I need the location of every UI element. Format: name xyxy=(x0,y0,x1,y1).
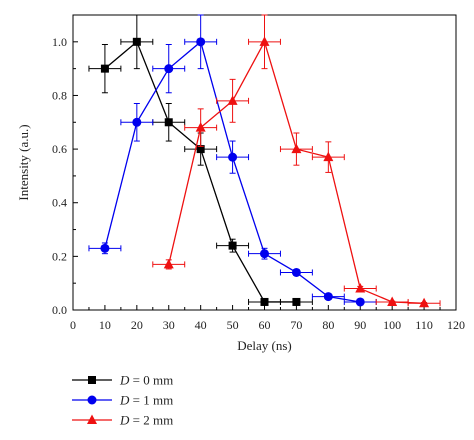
data-point xyxy=(291,267,301,277)
legend-value: = 1 mm xyxy=(129,393,173,408)
x-tick-label: 70 xyxy=(290,318,302,332)
data-point xyxy=(132,117,142,127)
data-point xyxy=(292,297,301,306)
x-tick-label: 110 xyxy=(415,318,433,332)
x-tick-label: 20 xyxy=(131,318,143,332)
legend-marker xyxy=(87,414,97,424)
y-tick-label: 0.4 xyxy=(52,196,67,210)
data-point xyxy=(355,283,366,293)
legend-item: D = 1 mm xyxy=(72,393,173,408)
series-square xyxy=(88,14,313,306)
x-tick-label: 50 xyxy=(227,318,239,332)
data-point xyxy=(163,258,174,269)
y-tick-label: 0.2 xyxy=(52,249,67,263)
data-point xyxy=(355,297,365,307)
y-tick-label: 0.8 xyxy=(52,88,67,102)
x-tick-label: 60 xyxy=(259,318,271,332)
legend-marker xyxy=(87,395,97,405)
series-line xyxy=(104,40,297,303)
legend-value: = 0 mm xyxy=(129,373,173,388)
y-tick-label: 0.0 xyxy=(52,303,67,317)
data-point xyxy=(227,95,238,105)
x-tick-label: 40 xyxy=(195,318,207,332)
series-triangle xyxy=(152,14,441,308)
data-point xyxy=(260,249,269,259)
y-axis-title: Intensity (a.u.) xyxy=(16,124,31,200)
data-point xyxy=(195,122,206,132)
x-tick-label: 90 xyxy=(354,318,366,332)
x-tick-label: 30 xyxy=(163,318,175,332)
x-tick-label: 10 xyxy=(99,318,111,332)
series-circle xyxy=(88,14,377,307)
legend-marker xyxy=(88,376,96,384)
data-point xyxy=(323,151,334,162)
data-point xyxy=(259,36,270,46)
data-point xyxy=(228,241,237,250)
y-tick-label: 1.0 xyxy=(52,35,67,49)
data-point xyxy=(260,297,269,306)
x-tick-label: 100 xyxy=(383,318,401,332)
data-point xyxy=(228,152,238,162)
y-axis: 0.0 0.2 0.4 0.6 0.8 1.0 xyxy=(52,35,78,317)
x-axis-title: Delay (ns) xyxy=(237,338,292,353)
legend-item: D = 2 mm xyxy=(72,413,173,428)
y-tick-label: 0.6 xyxy=(52,142,67,156)
x-tick-label: 120 xyxy=(447,318,465,332)
x-axis: 0 10 20 30 40 50 60 70 80 90 100 110 120 xyxy=(70,305,465,332)
series-layer xyxy=(88,14,441,308)
legend-variable: D xyxy=(119,413,130,428)
legend-value: = 2 mm xyxy=(129,413,173,428)
legend-variable: D xyxy=(119,373,130,388)
data-point xyxy=(291,143,302,154)
legend-label: D = 1 mm xyxy=(119,393,173,408)
legend-variable: D xyxy=(119,393,130,408)
legend-item: D = 0 mm xyxy=(72,373,173,388)
data-point xyxy=(387,296,398,306)
legend: D = 0 mmD = 1 mmD = 2 mm xyxy=(72,373,173,428)
x-tick-label: 80 xyxy=(322,318,334,332)
data-point xyxy=(196,37,206,47)
legend-label: D = 2 mm xyxy=(119,413,173,428)
data-point xyxy=(323,292,333,302)
legend-label: D = 0 mm xyxy=(119,373,173,388)
data-point xyxy=(100,64,109,73)
data-point xyxy=(196,145,205,154)
data-point xyxy=(164,118,173,127)
x-tick-label: 0 xyxy=(70,318,76,332)
data-point xyxy=(100,243,110,253)
data-point xyxy=(419,297,430,308)
data-point xyxy=(132,37,141,46)
series-line xyxy=(168,40,425,304)
data-point xyxy=(164,64,174,74)
